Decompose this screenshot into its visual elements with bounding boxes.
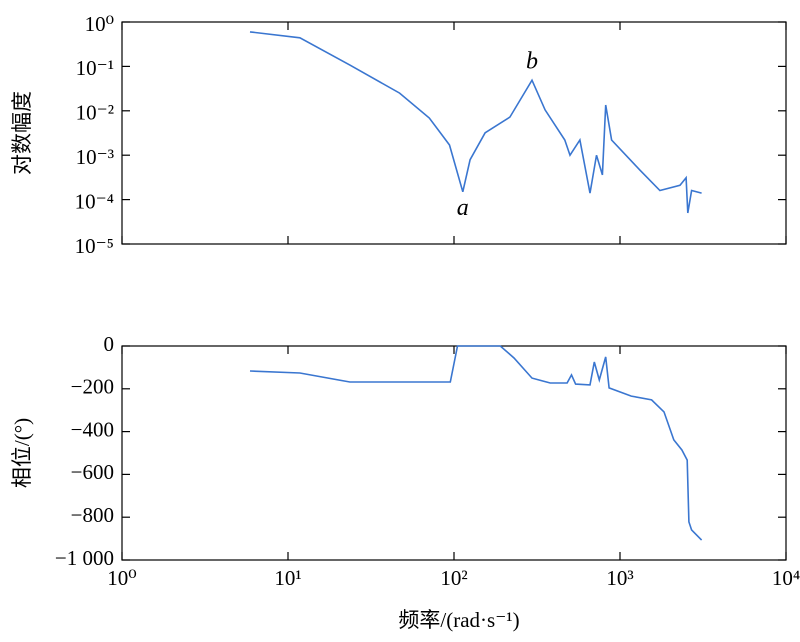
annotation: b [526, 48, 538, 74]
y-tick-label: −600 [71, 460, 114, 484]
x-tick-label: 10⁴ [772, 566, 800, 590]
plot-frame [121, 21, 787, 245]
x-axis-label: 频率/(rad·s⁻¹) [398, 608, 519, 632]
x-tick-label: 10² [440, 566, 467, 590]
y-axis-label: 对数幅度 [10, 91, 34, 175]
y-tick-label: 10⁻² [76, 101, 114, 125]
x-tick-label: 10³ [606, 566, 633, 590]
y-tick-label: −200 [71, 375, 114, 399]
x-tick-label: 10⁰ [107, 566, 136, 590]
y-tick-label: 0 [104, 332, 115, 356]
y-tick-label: −1 000 [55, 546, 114, 570]
y-tick-label: 10⁰ [85, 12, 114, 36]
y-tick-label: −800 [71, 503, 114, 527]
data-line [249, 345, 703, 541]
y-tick-label: 10⁻¹ [76, 56, 114, 80]
data-line [249, 31, 702, 214]
y-axis-label: 相位/(°) [10, 418, 34, 488]
x-tick-label: 10¹ [274, 566, 301, 590]
annotation: a [457, 195, 469, 221]
y-tick-label: 10⁻⁴ [75, 189, 114, 213]
plot-frame [121, 345, 787, 561]
y-tick-label: 10⁻⁵ [75, 234, 114, 258]
y-tick-label: 10⁻³ [76, 145, 114, 169]
y-tick-label: −400 [71, 417, 114, 441]
